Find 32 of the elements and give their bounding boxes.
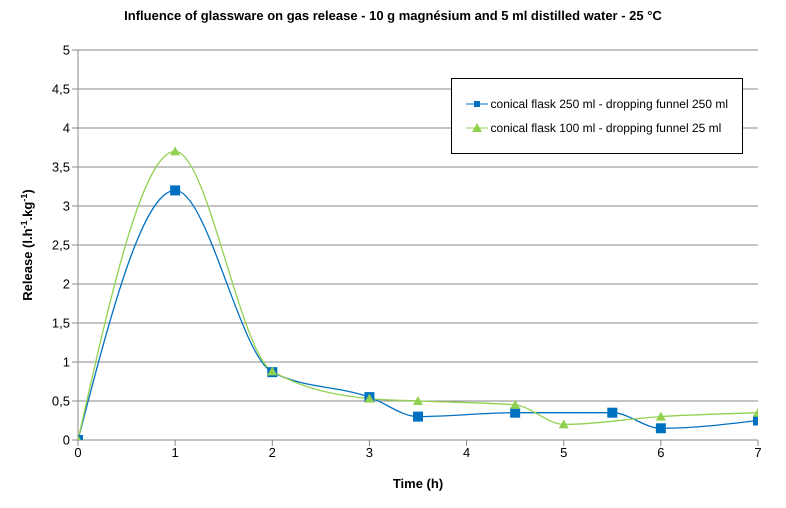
y-tick-label: 2 xyxy=(62,276,70,292)
x-tick-label: 6 xyxy=(657,445,664,460)
y-tick-label: 5 xyxy=(62,42,70,58)
legend-label: conical flask 250 ml - dropping funnel 250 ml xyxy=(490,97,728,111)
y-tick-label: 1,5 xyxy=(52,316,70,331)
y-tick-label: 4 xyxy=(62,120,70,136)
x-tick-label: 0 xyxy=(74,445,82,460)
x-tick-label: 1 xyxy=(172,445,179,460)
point xyxy=(170,185,180,196)
x-axis-title: Time (h) xyxy=(392,476,444,491)
x-tick-label: 7 xyxy=(754,445,762,460)
point xyxy=(558,419,569,428)
x-tick-label: 2 xyxy=(268,445,276,460)
point xyxy=(607,408,618,418)
y-tick-label: 4,5 xyxy=(52,82,70,97)
chart-title: Influence of glassware on gas release - 10 g magnésium and 5 ml distilled water - 25 °C xyxy=(123,8,663,25)
point xyxy=(656,412,666,421)
y-tick-label: 3 xyxy=(62,198,70,214)
y-tick-label: 3,5 xyxy=(52,160,70,175)
y-tick-label: 2,5 xyxy=(52,238,70,253)
x-tick-label: 4 xyxy=(462,445,470,460)
legend-label: conical flask 100 ml - dropping funnel 25 ml xyxy=(490,121,722,135)
point xyxy=(510,400,520,409)
y-tick-label: 1 xyxy=(62,354,70,370)
point xyxy=(170,146,180,156)
point xyxy=(413,412,423,422)
point xyxy=(656,423,666,434)
x-tick-label: 5 xyxy=(560,445,568,460)
y-tick-label: 0,5 xyxy=(52,394,70,409)
y-tick-label: 0 xyxy=(62,432,70,448)
x-tick-label: 3 xyxy=(366,445,374,460)
point xyxy=(413,396,423,405)
